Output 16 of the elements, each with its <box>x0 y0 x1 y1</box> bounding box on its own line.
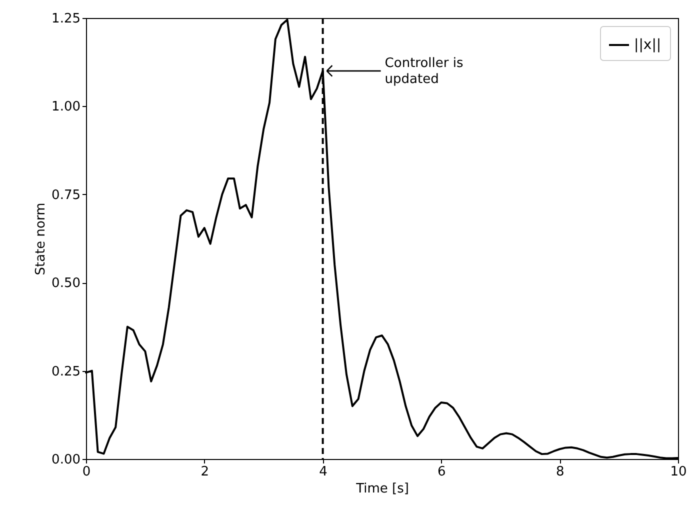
legend-label: ||x|| <box>634 37 662 53</box>
y-tick-label: 1.00 <box>52 100 80 115</box>
x-tick-label: 8 <box>556 464 564 480</box>
x-axis-title: Time [s] <box>355 482 409 496</box>
y-tick-label: 0.25 <box>52 364 80 380</box>
x-tick-label: 0 <box>82 464 91 480</box>
x-tick-label: 6 <box>438 464 446 480</box>
x-tick-label: 4 <box>319 464 328 480</box>
x-tick-label: 2 <box>200 464 210 480</box>
annotation: Controller is updated <box>384 56 464 87</box>
y-tick-label: 0.50 <box>52 276 80 292</box>
y-axis-title: State norm <box>34 202 49 276</box>
y-tick-label: 0.00 <box>52 452 80 468</box>
y-tick-label: 0.75 <box>52 188 80 203</box>
x-tick-label: 10 <box>670 464 687 480</box>
y-tick-label: 1.25 <box>52 12 80 26</box>
